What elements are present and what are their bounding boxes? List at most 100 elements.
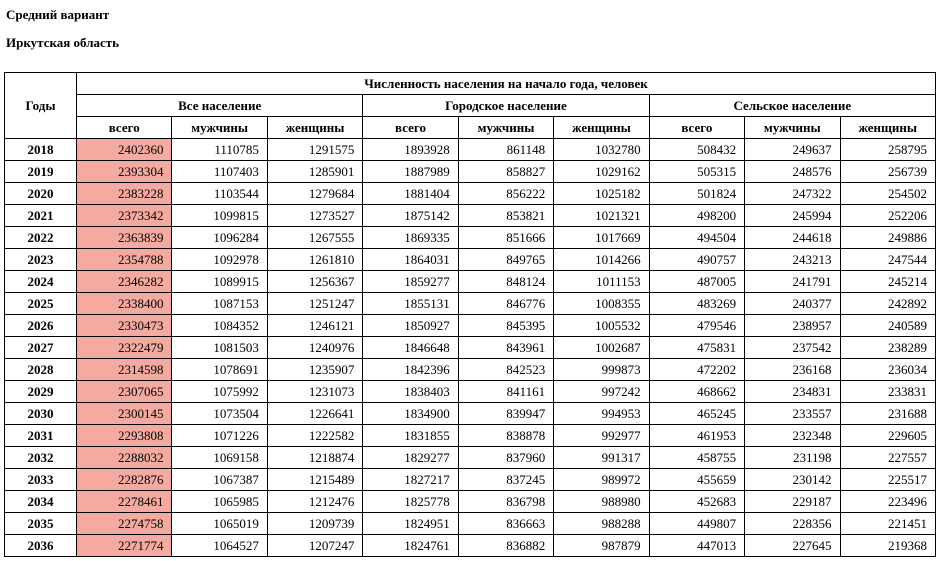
cell-value: 230142 <box>745 469 840 491</box>
cell-value: 2363839 <box>77 227 172 249</box>
cell-value: 856222 <box>458 183 553 205</box>
cell-value: 225517 <box>840 469 936 491</box>
sub-all-men: мужчины <box>172 117 267 139</box>
cell-value: 1017669 <box>554 227 649 249</box>
cell-value: 458755 <box>649 447 744 469</box>
table-row: 2034227846110659851212476182577883679898… <box>5 491 936 513</box>
cell-value: 1212476 <box>267 491 362 513</box>
cell-value: 1087153 <box>172 293 267 315</box>
cell-value: 1089915 <box>172 271 267 293</box>
cell-value: 1067387 <box>172 469 267 491</box>
cell-value: 988980 <box>554 491 649 513</box>
cell-year: 2033 <box>5 469 77 491</box>
cell-value: 1005532 <box>554 315 649 337</box>
cell-value: 468662 <box>649 381 744 403</box>
cell-value: 249886 <box>840 227 936 249</box>
cell-value: 1842396 <box>363 359 458 381</box>
cell-value: 1881404 <box>363 183 458 205</box>
table-body: 2018240236011107851291575189392886114810… <box>5 139 936 557</box>
cell-value: 483269 <box>649 293 744 315</box>
cell-value: 1069158 <box>172 447 267 469</box>
cell-year: 2021 <box>5 205 77 227</box>
cell-value: 240377 <box>745 293 840 315</box>
cell-value: 1096284 <box>172 227 267 249</box>
cell-value: 2402360 <box>77 139 172 161</box>
cell-value: 1824761 <box>363 535 458 557</box>
cell-value: 475831 <box>649 337 744 359</box>
cell-value: 837245 <box>458 469 553 491</box>
cell-value: 2274758 <box>77 513 172 535</box>
cell-year: 2034 <box>5 491 77 513</box>
cell-value: 233831 <box>840 381 936 403</box>
cell-value: 248576 <box>745 161 840 183</box>
table-row: 2019239330411074031285901188798985882710… <box>5 161 936 183</box>
cell-value: 494504 <box>649 227 744 249</box>
cell-value: 853821 <box>458 205 553 227</box>
table-row: 2029230706510759921231073183840384116199… <box>5 381 936 403</box>
sub-rural-women: женщины <box>840 117 936 139</box>
cell-year: 2036 <box>5 535 77 557</box>
cell-value: 505315 <box>649 161 744 183</box>
cell-year: 2035 <box>5 513 77 535</box>
table-row: 2018240236011107851291575189392886114810… <box>5 139 936 161</box>
cell-value: 461953 <box>649 425 744 447</box>
table-row: 2030230014510735041226641183490083994799… <box>5 403 936 425</box>
cell-value: 472202 <box>649 359 744 381</box>
cell-value: 465245 <box>649 403 744 425</box>
table-row: 2028231459810786911235907184239684252399… <box>5 359 936 381</box>
cell-value: 229187 <box>745 491 840 513</box>
cell-value: 1893928 <box>363 139 458 161</box>
cell-value: 241791 <box>745 271 840 293</box>
cell-value: 1838403 <box>363 381 458 403</box>
table-row: 2027232247910815031240976184664884396110… <box>5 337 936 359</box>
cell-year: 2028 <box>5 359 77 381</box>
cell-value: 1209739 <box>267 513 362 535</box>
cell-value: 1218874 <box>267 447 362 469</box>
col-years: Годы <box>5 73 77 139</box>
cell-value: 1246121 <box>267 315 362 337</box>
cell-value: 1256367 <box>267 271 362 293</box>
cell-value: 1008355 <box>554 293 649 315</box>
cell-value: 221451 <box>840 513 936 535</box>
cell-value: 861148 <box>458 139 553 161</box>
cell-year: 2020 <box>5 183 77 205</box>
cell-value: 487005 <box>649 271 744 293</box>
cell-value: 1850927 <box>363 315 458 337</box>
cell-value: 240589 <box>840 315 936 337</box>
cell-value: 252206 <box>840 205 936 227</box>
cell-value: 238289 <box>840 337 936 359</box>
cell-value: 849765 <box>458 249 553 271</box>
cell-value: 1829277 <box>363 447 458 469</box>
cell-value: 228356 <box>745 513 840 535</box>
group-rural: Сельское население <box>649 95 935 117</box>
sub-rural-total: всего <box>649 117 744 139</box>
cell-value: 479546 <box>649 315 744 337</box>
cell-value: 1064527 <box>172 535 267 557</box>
cell-value: 851666 <box>458 227 553 249</box>
cell-value: 2300145 <box>77 403 172 425</box>
table-row: 2026233047310843521246121185092784539510… <box>5 315 936 337</box>
sub-urban-total: всего <box>363 117 458 139</box>
cell-value: 842523 <box>458 359 553 381</box>
cell-value: 237542 <box>745 337 840 359</box>
sub-urban-men: мужчины <box>458 117 553 139</box>
cell-value: 2322479 <box>77 337 172 359</box>
sub-urban-women: женщины <box>554 117 649 139</box>
cell-value: 1824951 <box>363 513 458 535</box>
cell-value: 1846648 <box>363 337 458 359</box>
cell-value: 254502 <box>840 183 936 205</box>
cell-value: 452683 <box>649 491 744 513</box>
cell-value: 1071226 <box>172 425 267 447</box>
cell-value: 2393304 <box>77 161 172 183</box>
cell-value: 836798 <box>458 491 553 513</box>
region-title: Иркутская область <box>4 32 936 54</box>
cell-year: 2018 <box>5 139 77 161</box>
cell-value: 501824 <box>649 183 744 205</box>
cell-value: 227645 <box>745 535 840 557</box>
cell-value: 1092978 <box>172 249 267 271</box>
sub-all-total: всего <box>77 117 172 139</box>
cell-value: 229605 <box>840 425 936 447</box>
cell-value: 1285901 <box>267 161 362 183</box>
table-row: 2022236383910962841267555186933585166610… <box>5 227 936 249</box>
cell-value: 992977 <box>554 425 649 447</box>
